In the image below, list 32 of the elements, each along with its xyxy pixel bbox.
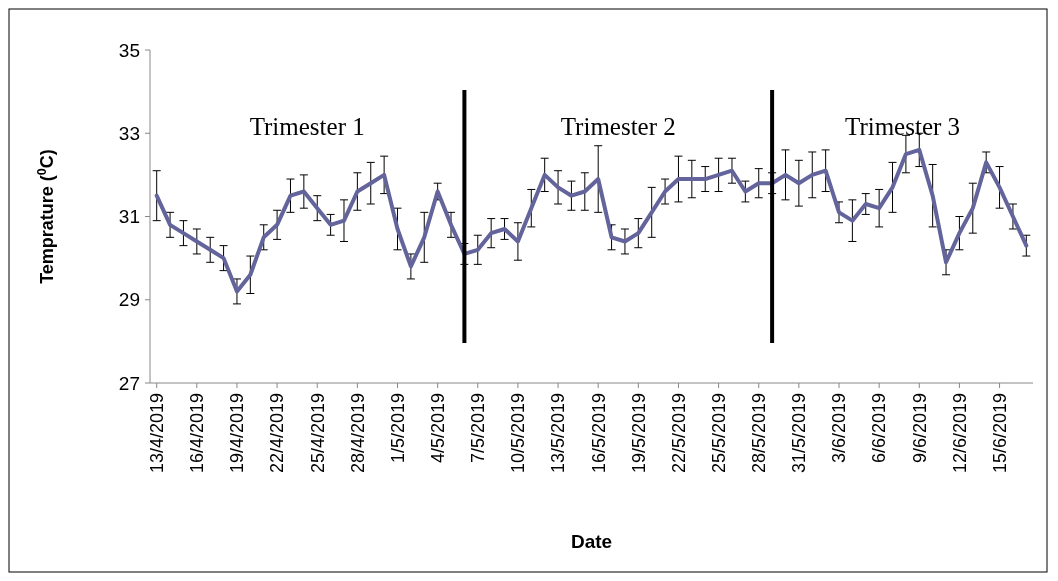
y-tick-label: 33 <box>118 122 140 144</box>
x-tick-label: 28/4/2019 <box>347 393 368 474</box>
x-tick-label: 25/5/2019 <box>708 393 729 474</box>
line-series <box>154 147 1029 294</box>
x-tick-label: 6/6/2019 <box>869 393 890 464</box>
x-tick-label: 19/5/2019 <box>628 393 649 474</box>
annotation: Trimester 3 <box>845 113 961 140</box>
x-tick-label: 16/4/2019 <box>187 393 208 474</box>
x-tick-label: 4/5/2019 <box>427 393 448 464</box>
y-tick-label: 27 <box>118 372 140 394</box>
x-tick-label: 7/5/2019 <box>468 393 489 464</box>
annotation: Trimester 1 <box>249 113 365 140</box>
x-tick-label: 13/5/2019 <box>548 393 569 474</box>
x-tick-label: 12/6/2019 <box>949 393 970 474</box>
annotation: Trimester 2 <box>560 113 676 140</box>
y-tick-label: 29 <box>118 289 140 311</box>
x-tick-label: 19/4/2019 <box>227 393 248 474</box>
x-tick-label: 10/5/2019 <box>508 393 529 474</box>
x-tick-label: 16/5/2019 <box>588 393 609 474</box>
y-tick-label: 31 <box>118 206 140 228</box>
x-tick-label: 1/5/2019 <box>387 393 408 464</box>
x-tick-label: 28/5/2019 <box>749 393 770 474</box>
x-tick-label: 22/5/2019 <box>668 393 689 474</box>
x-axis-title: Date <box>570 531 613 552</box>
x-tick-label: 9/6/2019 <box>909 393 930 464</box>
x-tick-label: 22/4/2019 <box>267 393 288 474</box>
x-tick-label: 31/5/2019 <box>789 393 810 474</box>
x-tick-label: 25/4/2019 <box>307 393 328 474</box>
y-tick-label: 35 <box>118 39 140 61</box>
x-tick-label: 15/6/2019 <box>989 393 1010 474</box>
x-tick-label: 3/6/2019 <box>829 393 850 464</box>
x-tick-label: 13/4/2019 <box>146 393 167 474</box>
